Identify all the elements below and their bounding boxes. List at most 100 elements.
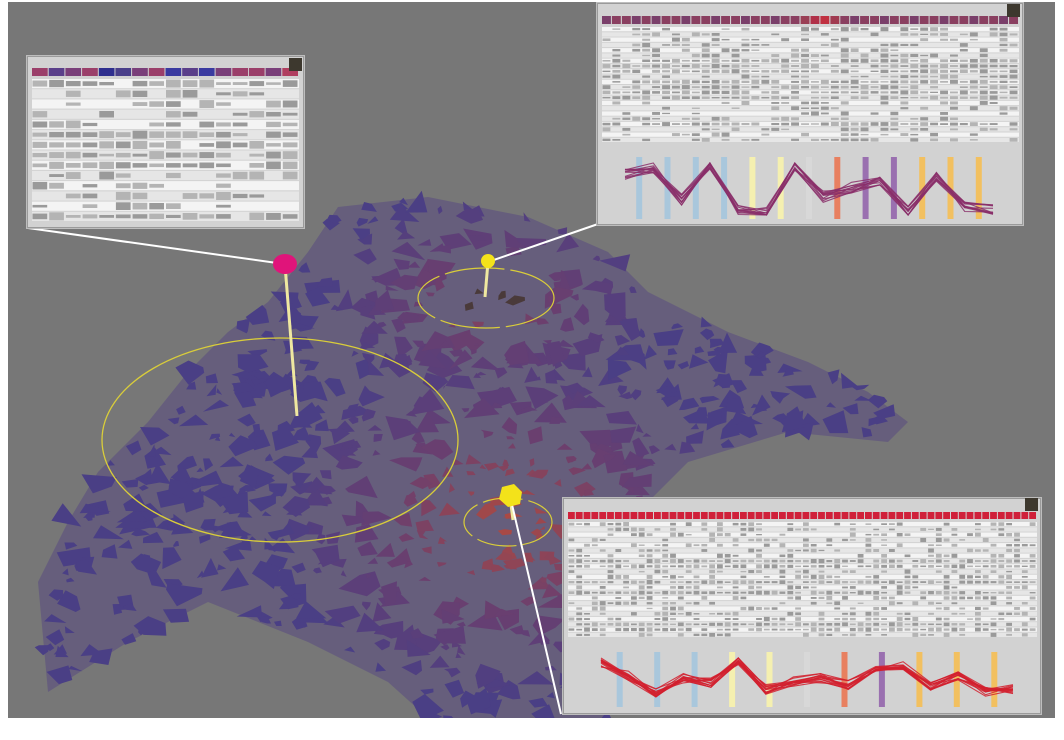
table-cell[interactable] — [781, 116, 790, 121]
table-cell[interactable] — [975, 617, 981, 621]
table-cell[interactable] — [216, 131, 231, 138]
table-cell[interactable] — [691, 133, 700, 136]
table-cell[interactable] — [950, 65, 958, 68]
table-cell[interactable] — [880, 27, 889, 32]
table-cell[interactable] — [99, 171, 114, 180]
table-cell[interactable] — [662, 85, 670, 90]
header-cell[interactable] — [880, 512, 888, 519]
table-cell[interactable] — [920, 69, 929, 74]
table-cell[interactable] — [672, 91, 680, 94]
header-cell[interactable] — [951, 512, 958, 519]
table-cell[interactable] — [951, 586, 958, 589]
table-cell[interactable] — [1009, 138, 1018, 142]
table-cell[interactable] — [681, 79, 690, 84]
table-cell[interactable] — [873, 591, 880, 595]
table-cell[interactable] — [865, 611, 872, 616]
table-row[interactable] — [568, 590, 1037, 595]
table-cell[interactable] — [654, 544, 661, 546]
table-cell[interactable] — [840, 138, 849, 142]
header-cell[interactable] — [820, 16, 830, 24]
table-cell[interactable] — [711, 122, 720, 126]
table-cell[interactable] — [840, 53, 849, 58]
table-cell[interactable] — [631, 564, 637, 569]
table-cell[interactable] — [166, 152, 181, 158]
selection-ring-large[interactable] — [101, 337, 459, 543]
table-cell[interactable] — [959, 559, 966, 563]
table-cell[interactable] — [638, 632, 645, 637]
table-cell[interactable] — [709, 575, 715, 579]
table-cell[interactable] — [771, 590, 778, 595]
table-cell[interactable] — [724, 591, 731, 594]
table-cell[interactable] — [748, 606, 755, 611]
table-cell[interactable] — [132, 192, 148, 200]
table-cell[interactable] — [622, 112, 631, 115]
table-cell[interactable] — [607, 565, 614, 568]
table-cell[interactable] — [602, 127, 611, 132]
table-cell[interactable] — [826, 633, 833, 636]
table-cell[interactable] — [763, 576, 770, 578]
table-cell[interactable] — [701, 528, 708, 531]
table-cell[interactable] — [632, 80, 641, 84]
table-cell[interactable] — [1006, 596, 1012, 600]
table-cell[interactable] — [982, 565, 989, 568]
table-cell[interactable] — [801, 48, 809, 52]
table-cell[interactable] — [982, 537, 989, 542]
table-cell[interactable] — [842, 559, 848, 563]
table-cell[interactable] — [840, 117, 849, 121]
table-cell[interactable] — [717, 522, 723, 526]
table-cell[interactable] — [685, 564, 692, 568]
table-cell[interactable] — [685, 543, 692, 548]
table-cell[interactable] — [935, 559, 942, 563]
table-cell[interactable] — [623, 565, 629, 568]
table-cell[interactable] — [1009, 33, 1018, 36]
table-cell[interactable] — [677, 585, 684, 589]
table-cell[interactable] — [615, 549, 622, 552]
header-cell[interactable] — [949, 16, 959, 24]
table-cell[interactable] — [795, 607, 801, 610]
table-cell[interactable] — [928, 623, 934, 626]
table-cell[interactable] — [99, 131, 114, 139]
table-cell[interactable] — [940, 64, 948, 68]
table-cell[interactable] — [642, 80, 651, 84]
table-cell[interactable] — [711, 64, 720, 69]
table-cell[interactable] — [607, 559, 614, 563]
table-cell[interactable] — [912, 575, 919, 579]
table-cell[interactable] — [795, 617, 801, 621]
table-cell[interactable] — [930, 91, 938, 93]
table-cell[interactable] — [607, 528, 614, 531]
table-cell[interactable] — [576, 617, 583, 621]
table-cell[interactable] — [771, 581, 778, 584]
table-row[interactable] — [602, 32, 1019, 37]
table-cell[interactable] — [576, 559, 583, 563]
table-cell[interactable] — [820, 33, 829, 36]
table-cell[interactable] — [979, 123, 988, 125]
marker-yellow-bottom[interactable] — [499, 484, 522, 507]
table-cell[interactable] — [999, 64, 1008, 68]
table-cell[interactable] — [969, 80, 978, 84]
table-cell[interactable] — [849, 592, 856, 594]
table-cell[interactable] — [49, 121, 64, 128]
table-cell[interactable] — [701, 90, 710, 95]
table-cell[interactable] — [781, 69, 790, 73]
table-cell[interactable] — [591, 606, 598, 611]
table-cell[interactable] — [49, 79, 64, 88]
table-cell[interactable] — [182, 131, 198, 138]
table-cell[interactable] — [1014, 586, 1020, 589]
table-cell[interactable] — [787, 553, 794, 558]
table-cell[interactable] — [282, 142, 298, 148]
table-cell[interactable] — [900, 33, 909, 36]
table-cell[interactable] — [1009, 74, 1018, 79]
table-cell[interactable] — [826, 581, 833, 584]
table-cell[interactable] — [677, 532, 684, 537]
table-cell[interactable] — [840, 122, 849, 127]
table-cell[interactable] — [912, 586, 919, 589]
table-cell[interactable] — [920, 128, 929, 131]
header-cell[interactable] — [911, 512, 919, 519]
table-cell[interactable] — [282, 151, 298, 159]
table-cell[interactable] — [282, 214, 298, 219]
table-cell[interactable] — [115, 162, 131, 169]
table-cell[interactable] — [810, 597, 817, 599]
table-cell[interactable] — [834, 549, 841, 552]
table-cell[interactable] — [672, 80, 680, 84]
table-cell[interactable] — [900, 80, 909, 84]
